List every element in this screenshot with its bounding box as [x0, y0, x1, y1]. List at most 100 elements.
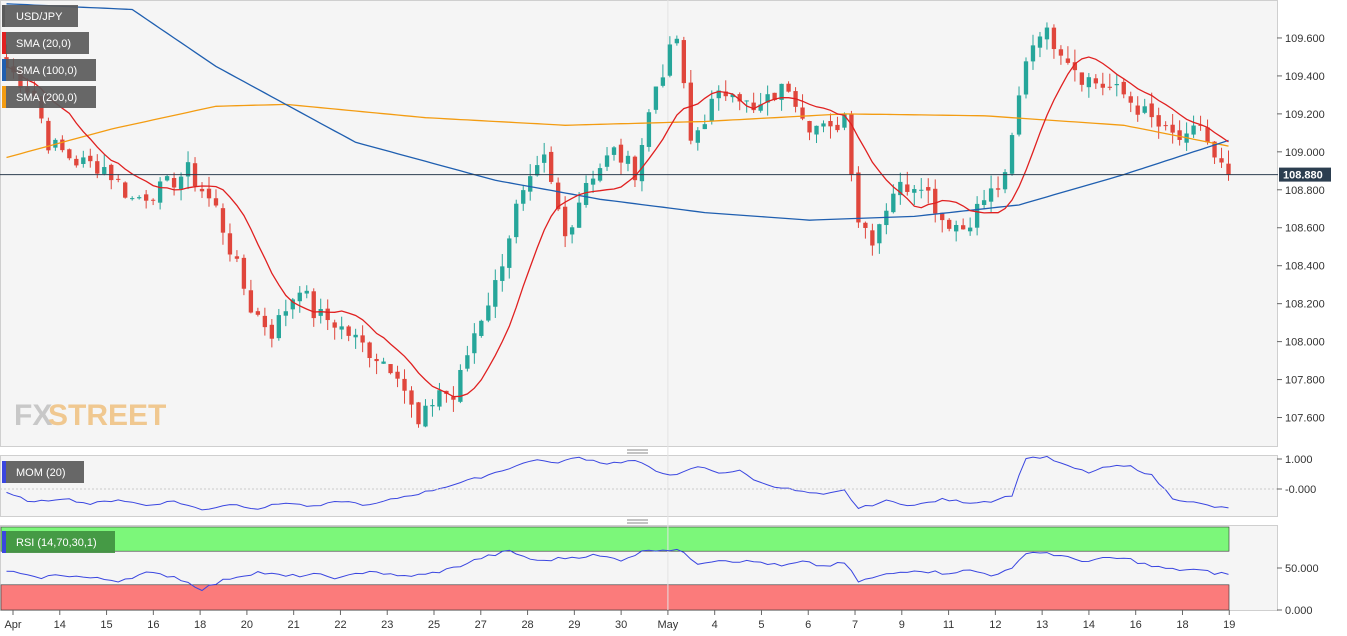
candle-body: [926, 187, 931, 191]
price-tick-label: 109.600: [1285, 33, 1325, 45]
candle-body: [1121, 81, 1126, 95]
candle-body: [639, 145, 645, 182]
candle-body: [318, 309, 323, 316]
candle-body: [185, 162, 191, 177]
candle-body: [213, 198, 219, 206]
price-tick-label: 107.600: [1285, 413, 1325, 425]
candle-body: [1072, 62, 1078, 71]
candle-body: [870, 230, 875, 246]
candle-body: [751, 102, 756, 111]
candle-body: [304, 290, 309, 294]
x-tick-label: 25: [428, 619, 440, 631]
candle-body: [1156, 115, 1161, 127]
pane-splitter-2[interactable]: [627, 519, 648, 524]
candle-body: [353, 334, 358, 338]
x-tick-label: 13: [1036, 619, 1048, 631]
x-tick-label: 28: [521, 619, 533, 631]
candle-body: [1065, 58, 1071, 63]
candle-body: [891, 193, 896, 213]
candle-body: [137, 197, 142, 199]
price-tick-label: 109.200: [1285, 109, 1325, 121]
candle-body: [346, 326, 351, 336]
svg-text:FX: FX: [14, 399, 52, 432]
candle-body: [604, 155, 610, 167]
candle-body: [807, 120, 812, 133]
candle-body: [283, 311, 288, 316]
legend-label-sma-100: SMA (100,0): [16, 65, 77, 77]
legend-label-rsi: RSI (14,70,30,1): [16, 537, 97, 549]
candle-body: [171, 178, 177, 188]
candle-body: [1142, 106, 1147, 113]
x-tick-label: 9: [899, 619, 905, 631]
candle-body: [919, 189, 924, 191]
rsi-tick-label: 0.000: [1285, 605, 1313, 617]
legend-sma-200[interactable]: SMA (200,0): [2, 86, 96, 108]
candle-body: [667, 44, 673, 76]
candle-body: [1009, 135, 1015, 174]
candle-body: [814, 125, 819, 135]
candle-body: [88, 155, 93, 162]
candle-body: [590, 178, 596, 185]
candle-body: [947, 219, 952, 229]
legend-usdjpy[interactable]: USD/JPY: [2, 5, 78, 27]
price-pane[interactable]: [0, 0, 1278, 447]
candle-body: [1191, 125, 1196, 135]
candle-body: [744, 100, 749, 102]
candle-body: [451, 396, 456, 400]
x-tick-label: 27: [475, 619, 487, 631]
x-tick-label: 29: [568, 619, 580, 631]
candle-body: [241, 257, 247, 289]
legend-label-sma-20: SMA (20,0): [16, 38, 71, 50]
candle-body: [786, 83, 791, 92]
candle-body: [1212, 141, 1217, 158]
candle-body: [255, 311, 261, 315]
candle-body: [730, 94, 735, 98]
legend-sma-20[interactable]: SMA (20,0): [2, 32, 89, 54]
candle-body: [109, 164, 114, 181]
candle-body: [409, 390, 414, 405]
momentum-pane[interactable]: [0, 455, 1278, 517]
candle-body: [702, 124, 707, 130]
pane-splitter-1[interactable]: [627, 449, 648, 454]
candle-body: [234, 256, 240, 259]
candle-body: [569, 227, 575, 235]
x-tick-label: 18: [194, 619, 206, 631]
x-tick-label: 7: [852, 619, 858, 631]
price-tick-label: 107.800: [1285, 375, 1325, 387]
candle-body: [1016, 95, 1022, 135]
candle-body: [157, 181, 163, 203]
candle-body: [1002, 172, 1008, 190]
rsi-axis: 50.000 0.000: [1277, 563, 1319, 617]
x-tick-label: 15: [100, 619, 112, 631]
candle-body: [800, 107, 805, 119]
candle-body: [437, 390, 442, 407]
candle-body: [877, 224, 882, 244]
time-axis: Apr 14 15 16 18 20 21 22 23 25 27 28 29 30 May 4 5 6 7 9 11 1…: [4, 610, 1235, 631]
fxstreet-logo: FX STREET: [14, 399, 166, 432]
rsi-line: [6, 548, 1229, 592]
candle-body: [716, 90, 721, 99]
candle-body: [632, 156, 638, 181]
x-tick-label: 12: [989, 619, 1001, 631]
legend-rsi[interactable]: RSI (14,70,30,1): [2, 531, 115, 553]
candle-body: [143, 194, 149, 201]
candle-body: [248, 290, 254, 313]
candle-body: [178, 176, 184, 190]
candle-body: [521, 190, 526, 204]
rsi-overbought-zone: [0, 526, 1230, 552]
legend-momentum[interactable]: MOM (20): [2, 461, 84, 483]
candle-body: [695, 130, 700, 143]
x-tick-label: 19: [1223, 619, 1235, 631]
candle-body: [1051, 27, 1057, 50]
sma-200-line: [6, 103, 1229, 159]
candle-body: [542, 154, 547, 163]
x-tick-label: 5: [758, 619, 764, 631]
momentum-axis: 1.000 -0.000: [1277, 454, 1316, 496]
legend-sma-100[interactable]: SMA (100,0): [2, 59, 96, 81]
candle-body: [493, 280, 498, 307]
candle-body: [325, 308, 330, 321]
candle-body: [1135, 105, 1140, 115]
candle-body: [269, 324, 275, 339]
candle-body: [430, 405, 435, 407]
